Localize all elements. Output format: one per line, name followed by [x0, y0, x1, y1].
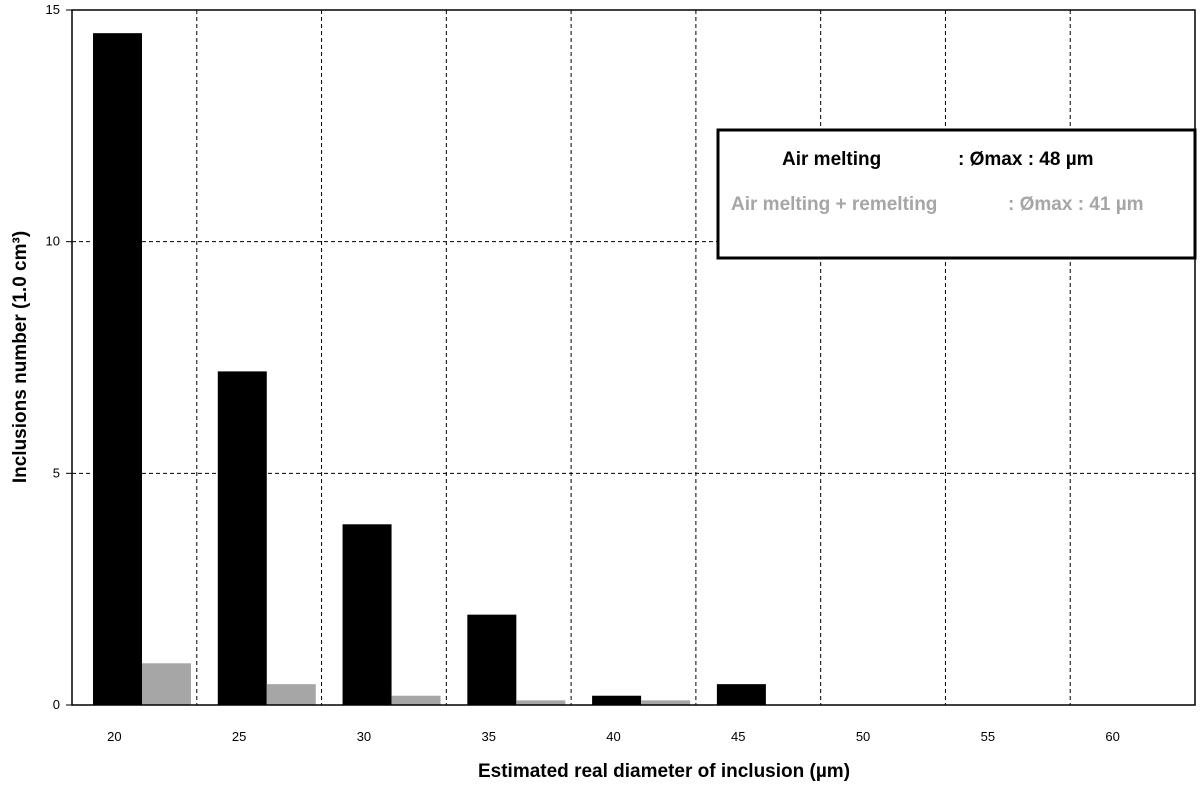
legend-label-air-melting: Air melting: [782, 149, 881, 170]
bar-remelting: [266, 684, 316, 705]
x-tick-labels: 20 25 30 35 40 45 50 55 60: [107, 729, 1120, 744]
legend-value-remelting: : Ømax : 41 µm: [1008, 194, 1144, 215]
y-axis-title: Inclusions number (1.0 cm³): [10, 231, 31, 483]
y-tick-label: 0: [53, 697, 60, 712]
x-tick-label: 50: [856, 729, 870, 744]
grid-lines: [72, 10, 1195, 705]
x-tick-label: 40: [606, 729, 620, 744]
bar-remelting: [641, 700, 691, 705]
bar-air-melting: [93, 33, 142, 705]
y-tick-label: 5: [53, 465, 60, 480]
legend-label-remelting: Air melting + remelting: [731, 194, 937, 215]
x-tick-label: 45: [731, 729, 745, 744]
legend-box: [716, 128, 1197, 260]
x-tick-label: 20: [107, 729, 121, 744]
y-tick-labels: 0 5 10 15: [46, 2, 72, 712]
x-tick-label: 60: [1105, 729, 1119, 744]
bar-remelting: [516, 700, 566, 705]
bar-air-melting: [716, 684, 766, 705]
bar-remelting: [142, 663, 191, 705]
bar-air-melting: [217, 371, 267, 705]
bar-remelting: [391, 695, 441, 705]
bar-air-melting: [592, 695, 642, 705]
plot-area-frame: [71, 9, 1196, 706]
bar-air-melting: [342, 524, 392, 705]
x-tick-label: 30: [357, 729, 371, 744]
x-tick-label: 55: [981, 729, 995, 744]
x-tick-label: 25: [232, 729, 246, 744]
legend-value-air-melting: : Ømax : 48 µm: [958, 149, 1094, 170]
y-tick-label: 10: [46, 234, 60, 249]
bar-air-melting: [467, 614, 517, 705]
legend: Air melting : Ømax : 48 µm Air melting +…: [716, 128, 1197, 260]
x-tick-label: 35: [481, 729, 495, 744]
bars: [93, 33, 766, 705]
x-axis-title: Estimated real diameter of inclusion (µm…: [478, 761, 850, 782]
y-tick-label: 15: [46, 2, 60, 17]
